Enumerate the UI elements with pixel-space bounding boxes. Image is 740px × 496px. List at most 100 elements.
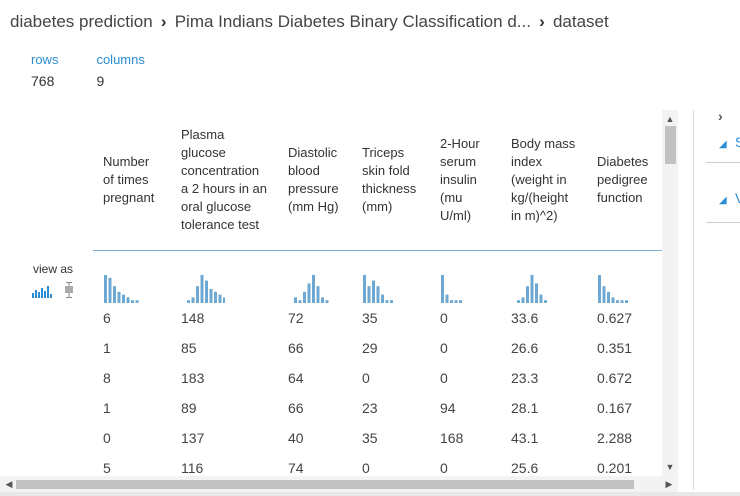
histogram-bar [539,294,543,303]
table-cell[interactable]: 25.6 [511,460,539,476]
scroll-left-icon[interactable]: ◀ [5,479,13,489]
table-cell[interactable]: 168 [440,430,464,446]
panel-chevron-icon[interactable]: › [718,108,723,124]
table-cell[interactable]: 64 [288,370,304,386]
section-collapse-icon[interactable]: ◢ [719,139,727,150]
vertical-scroll-thumb[interactable] [665,126,676,164]
table-cell[interactable]: 116 [181,460,204,476]
table-cell[interactable]: 0 [440,340,448,356]
table-cell[interactable]: 26.6 [511,340,539,356]
histogram-bar [544,300,547,303]
histogram-chart [363,275,393,303]
section-2-title[interactable]: V [735,190,740,206]
table-cell[interactable]: 89 [181,400,197,416]
table-cell[interactable]: 2.288 [597,430,633,446]
table-cell[interactable]: 40 [288,430,304,446]
histogram-bar [445,294,449,303]
table-cell[interactable]: 137 [181,430,205,446]
data-table: Number of times pregnant Plasma glucose … [93,110,662,476]
column-header[interactable]: Plasma glucose concentration a 2 hours i… [171,110,278,251]
table-cell[interactable]: 1 [103,340,111,356]
scroll-up-icon[interactable]: ▲ [665,114,675,124]
column-histogram[interactable] [93,251,171,303]
table-cell[interactable]: 28.1 [511,400,539,416]
table-row: 1 85 66 29 0 26.6 0.351 [93,333,662,363]
table-cell[interactable]: 0.672 [597,370,633,386]
histogram-bar [454,300,458,303]
table-cell[interactable]: 94 [440,400,456,416]
table-cell[interactable]: 29 [362,340,378,356]
table-cell[interactable]: 0.627 [597,310,633,326]
histogram-bar [321,297,324,303]
breadcrumb-dataset-module[interactable]: Pima Indians Diabetes Binary Classificat… [174,12,531,31]
table-cell[interactable]: 0.167 [597,400,633,416]
table-cell[interactable]: 5 [103,460,111,476]
table-cell[interactable]: 6 [103,310,111,326]
histogram-bar [108,277,112,303]
breadcrumb-dataset[interactable]: dataset [552,12,609,31]
histogram-bar [298,300,302,303]
table-cell[interactable]: 8 [103,370,111,386]
histogram-bar [303,291,306,303]
horizontal-scroll-thumb[interactable] [16,480,634,489]
table-cell[interactable]: 0.201 [597,460,633,476]
table-cell[interactable]: 0 [440,370,448,386]
table-row: 5 116 74 0 0 25.6 0.201 [93,453,662,476]
column-header[interactable]: Triceps skin fold thickness (mm) [352,110,430,251]
section-collapse-icon[interactable]: ◢ [719,195,727,206]
vertical-scrollbar[interactable]: ▲ ▼ [662,110,678,476]
table-cell[interactable]: 0 [362,370,370,386]
column-histogram[interactable] [501,251,587,303]
table-cell[interactable]: 0 [440,310,448,326]
table-cell[interactable]: 0 [440,460,448,476]
histogram-bar [294,297,297,303]
histogram-row [93,251,662,303]
table-cell[interactable]: 23 [362,400,378,416]
column-histogram[interactable] [171,251,278,303]
table-cell[interactable]: 1 [103,400,111,416]
table-cell[interactable]: 183 [181,370,205,386]
scroll-down-icon[interactable]: ▼ [665,462,675,472]
histogram-chart [598,275,628,303]
column-header[interactable]: Number of times pregnant [93,110,171,251]
histogram-bar [526,286,529,303]
histogram-bar [620,300,624,303]
histogram-bar [113,286,116,303]
histogram-bar [126,297,130,303]
table-cell[interactable]: 0.351 [597,340,633,356]
table-cell[interactable]: 72 [288,310,304,326]
table-cell[interactable]: 35 [362,430,378,446]
histogram-bar [218,294,222,303]
table-cell[interactable]: 35 [362,310,378,326]
histogram-view-icon[interactable] [32,286,52,298]
column-histogram[interactable] [278,251,352,303]
table-cell[interactable]: 148 [181,310,205,326]
column-header[interactable]: 2-Hour serum insulin (mu U/ml) [430,110,501,251]
data-grid[interactable]: view as Number of times pregnant Plasma … [0,110,662,476]
column-header[interactable]: Body mass index (weight in kg/(height in… [501,110,587,251]
table-cell[interactable]: 33.6 [511,310,539,326]
histogram-bar [200,275,204,303]
histogram-chart [294,275,329,303]
scroll-right-icon[interactable]: ▶ [665,479,673,489]
breadcrumb-experiment[interactable]: diabetes prediction [10,12,153,31]
table-cell[interactable]: 74 [288,460,304,476]
column-histogram[interactable] [587,251,662,303]
section-1-title[interactable]: S [735,134,740,150]
boxplot-view-icon[interactable] [64,282,74,298]
table-cell[interactable]: 43.1 [511,430,539,446]
column-histogram[interactable] [352,251,430,303]
table-cell[interactable]: 66 [288,340,304,356]
table-cell[interactable]: 0 [362,460,370,476]
table-cell[interactable]: 0 [103,430,111,446]
table-row: 6 148 72 35 0 33.6 0.627 [93,303,662,333]
table-cell[interactable]: 85 [181,340,197,356]
column-histogram[interactable] [430,251,501,303]
horizontal-scrollbar[interactable]: ◀ ▶ [0,476,678,492]
table-row: 1 89 66 23 94 28.1 0.167 [93,393,662,423]
table-cell[interactable]: 66 [288,400,304,416]
histogram-chart [441,275,462,303]
column-header[interactable]: Diabetes pedigree function [587,110,662,251]
column-header[interactable]: Diastolic blood pressure (mm Hg) [278,110,352,251]
table-cell[interactable]: 23.3 [511,370,539,386]
